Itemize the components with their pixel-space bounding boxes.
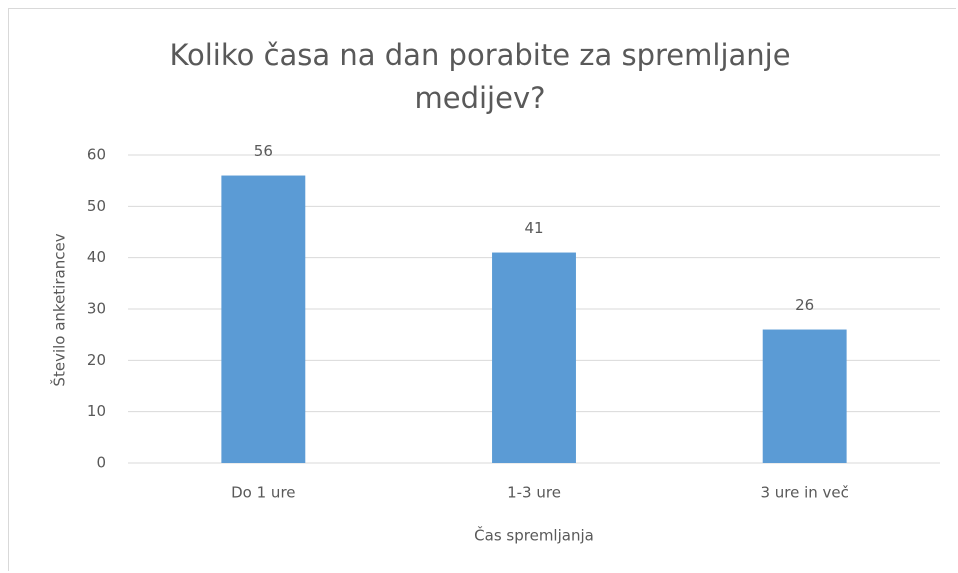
- data-label: 26: [795, 296, 814, 314]
- data-label: 56: [254, 142, 273, 160]
- data-label: 41: [524, 219, 543, 237]
- bar: [492, 252, 576, 463]
- x-tick-label: 3 ure in več: [760, 484, 848, 502]
- y-tick-label: 50: [87, 197, 106, 215]
- bar: [221, 175, 306, 464]
- y-tick-label: 0: [96, 454, 106, 472]
- x-tick-label: Do 1 ure: [231, 484, 295, 502]
- x-axis-label: Čas spremljanja: [474, 526, 594, 545]
- y-axis-label: Število anketirancev: [50, 233, 69, 386]
- y-tick-label: 40: [87, 248, 106, 266]
- chart-frame: [8, 8, 956, 571]
- y-tick-label: 10: [87, 402, 106, 420]
- y-tick-label: 30: [87, 300, 106, 318]
- bar: [762, 329, 847, 463]
- x-tick-label: 1-3 ure: [507, 484, 561, 502]
- y-tick-label: 60: [87, 146, 106, 164]
- chart-title: Koliko časa na dan porabite za spremljan…: [169, 38, 791, 115]
- y-tick-label: 20: [87, 351, 106, 369]
